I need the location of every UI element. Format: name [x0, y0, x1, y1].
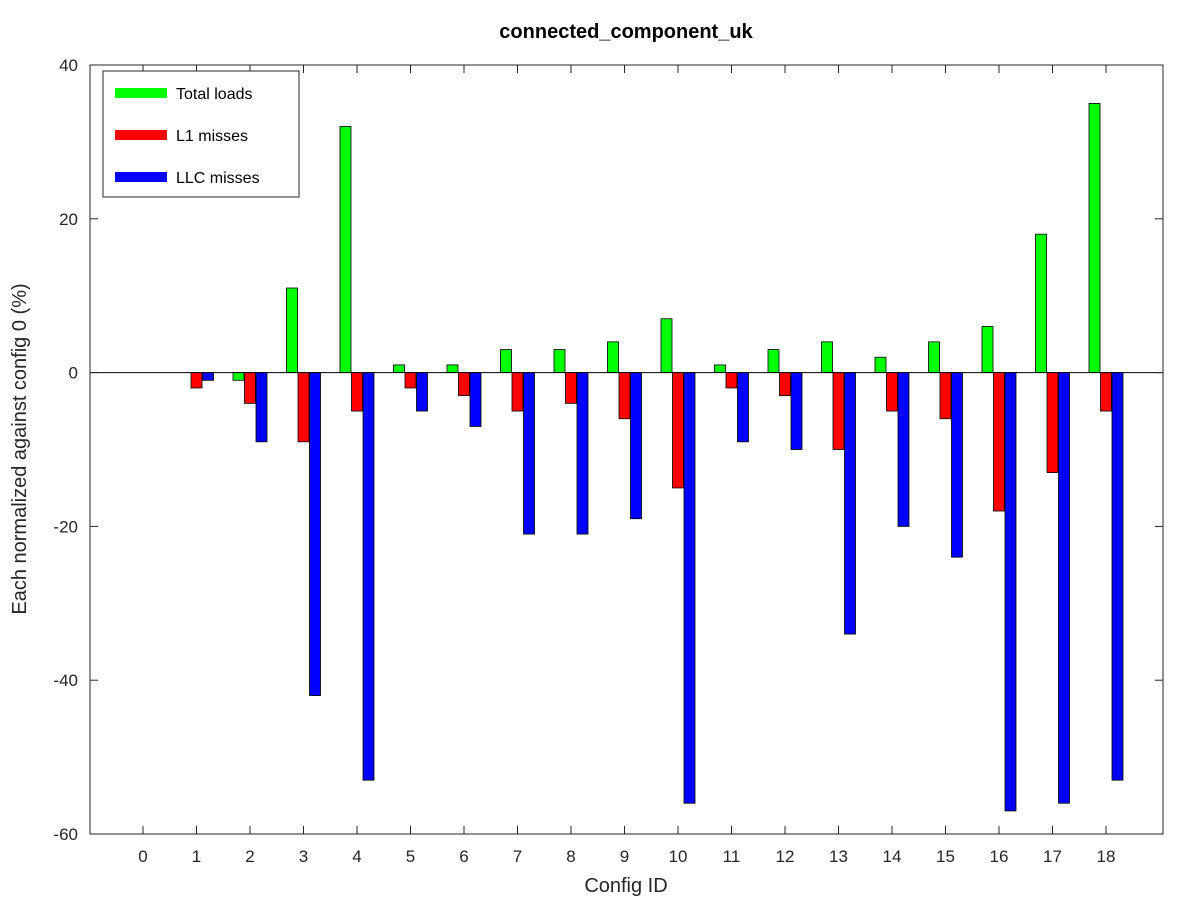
legend-entry: LLC misses — [176, 170, 260, 187]
bar-total-loads-2 — [232, 372, 245, 381]
y-tick-label: 0 — [69, 364, 78, 383]
bar-l1-misses-6 — [458, 372, 470, 397]
bar-llc-misses-16 — [1004, 372, 1017, 812]
bar-llc-misses-6 — [469, 372, 482, 427]
legend-swatch — [115, 88, 167, 98]
y-tick-label: 40 — [59, 56, 78, 75]
bar-total-loads-4 — [339, 126, 352, 373]
x-tick-label: 2 — [245, 847, 254, 866]
x-tick-label: 5 — [406, 847, 415, 866]
bar-llc-misses-8 — [576, 372, 589, 535]
x-tick-label: 4 — [352, 847, 361, 866]
bar-llc-misses-11 — [737, 372, 749, 443]
bar-l1-misses-13 — [832, 372, 845, 450]
bar-total-loads-15 — [928, 341, 940, 373]
bar-llc-misses-9 — [630, 372, 642, 520]
legend: Total loads L1 misses LLC misses — [102, 70, 300, 198]
plot-frame — [89, 64, 1164, 835]
bar-l1-misses-12 — [779, 372, 791, 397]
bar-total-loads-9 — [607, 341, 619, 373]
bar-total-loads-12 — [767, 349, 780, 373]
x-tick-label: 17 — [1043, 847, 1062, 866]
bar-llc-misses-18 — [1111, 372, 1124, 781]
legend-entry: L1 misses — [176, 128, 248, 145]
bar-l1-misses-5 — [404, 372, 417, 389]
legend-entry: Total loads — [176, 86, 253, 103]
x-tick-label: 10 — [669, 847, 688, 866]
bar-l1-misses-3 — [297, 372, 310, 443]
bar-total-loads-6 — [446, 364, 459, 374]
y-tick-label: -60 — [53, 825, 78, 844]
bar-l1-misses-16 — [993, 372, 1005, 512]
bar-total-loads-16 — [981, 326, 994, 373]
bar-l1-misses-7 — [511, 372, 524, 412]
bar-l1-misses-4 — [351, 372, 363, 412]
x-tick-label: 9 — [620, 847, 629, 866]
x-tick-label: 15 — [936, 847, 955, 866]
legend-swatch — [115, 130, 167, 140]
bar-l1-misses-8 — [565, 372, 577, 404]
bar-l1-misses-1 — [190, 372, 203, 389]
bar-l1-misses-14 — [886, 372, 898, 412]
bar-llc-misses-5 — [416, 372, 428, 412]
bar-llc-misses-2 — [255, 372, 268, 443]
bar-llc-misses-13 — [844, 372, 856, 635]
x-tick-label: 0 — [138, 847, 147, 866]
bar-total-loads-10 — [660, 318, 673, 373]
bar-total-loads-18 — [1088, 103, 1101, 373]
y-axis: -60 -40 -20 0 20 40 — [53, 56, 1163, 844]
bar-l1-misses-15 — [939, 372, 952, 420]
bar-llc-misses-3 — [309, 372, 321, 696]
x-tick-label: 13 — [829, 847, 848, 866]
bar-total-loads-5 — [393, 364, 405, 374]
bar-total-loads-11 — [714, 364, 726, 374]
bar-total-loads-13 — [821, 341, 833, 373]
y-axis-label: Each normalized against config 0 (%) — [9, 283, 31, 614]
bar-l1-misses-9 — [618, 372, 631, 420]
bar-llc-misses-17 — [1058, 372, 1070, 804]
x-tick-label: 8 — [566, 847, 575, 866]
bar-l1-misses-17 — [1046, 372, 1059, 473]
x-tick-label: 6 — [459, 847, 468, 866]
x-axis: 0 1 2 3 4 5 6 7 8 9 10 11 12 13 14 15 16 17 18 — [138, 65, 1115, 866]
x-tick-label: 16 — [990, 847, 1009, 866]
x-axis-label: Config ID — [584, 875, 667, 897]
bar-llc-misses-14 — [897, 372, 910, 527]
x-tick-label: 3 — [299, 847, 308, 866]
y-tick-label: 20 — [59, 210, 78, 229]
bar-l1-misses-18 — [1100, 372, 1112, 412]
bar-total-loads-17 — [1035, 233, 1047, 373]
x-tick-label: 7 — [513, 847, 522, 866]
bar-llc-misses-1 — [202, 372, 214, 381]
bar-llc-misses-15 — [951, 372, 963, 558]
x-tick-label: 18 — [1097, 847, 1116, 866]
bar-llc-misses-7 — [523, 372, 535, 535]
bar-total-loads-3 — [286, 287, 298, 374]
x-tick-label: 11 — [723, 847, 741, 866]
bar-total-loads-7 — [500, 349, 512, 373]
y-tick-label: -40 — [53, 671, 78, 690]
x-tick-label: 1 — [192, 847, 201, 866]
bar-l1-misses-11 — [725, 372, 738, 389]
y-tick-label: -20 — [53, 517, 78, 536]
bar-l1-misses-10 — [672, 372, 684, 489]
bar-llc-misses-12 — [790, 372, 803, 450]
bar-llc-misses-10 — [683, 372, 696, 804]
bar-total-loads-8 — [553, 349, 566, 373]
chart-title: connected_component_uk — [499, 21, 753, 43]
legend-swatch — [115, 172, 167, 182]
bar-l1-misses-2 — [244, 372, 256, 404]
bar-total-loads-14 — [874, 356, 887, 374]
x-tick-label: 14 — [883, 847, 902, 866]
x-tick-label: 12 — [776, 847, 795, 866]
bar-llc-misses-4 — [362, 372, 375, 781]
bars — [190, 103, 1124, 812]
